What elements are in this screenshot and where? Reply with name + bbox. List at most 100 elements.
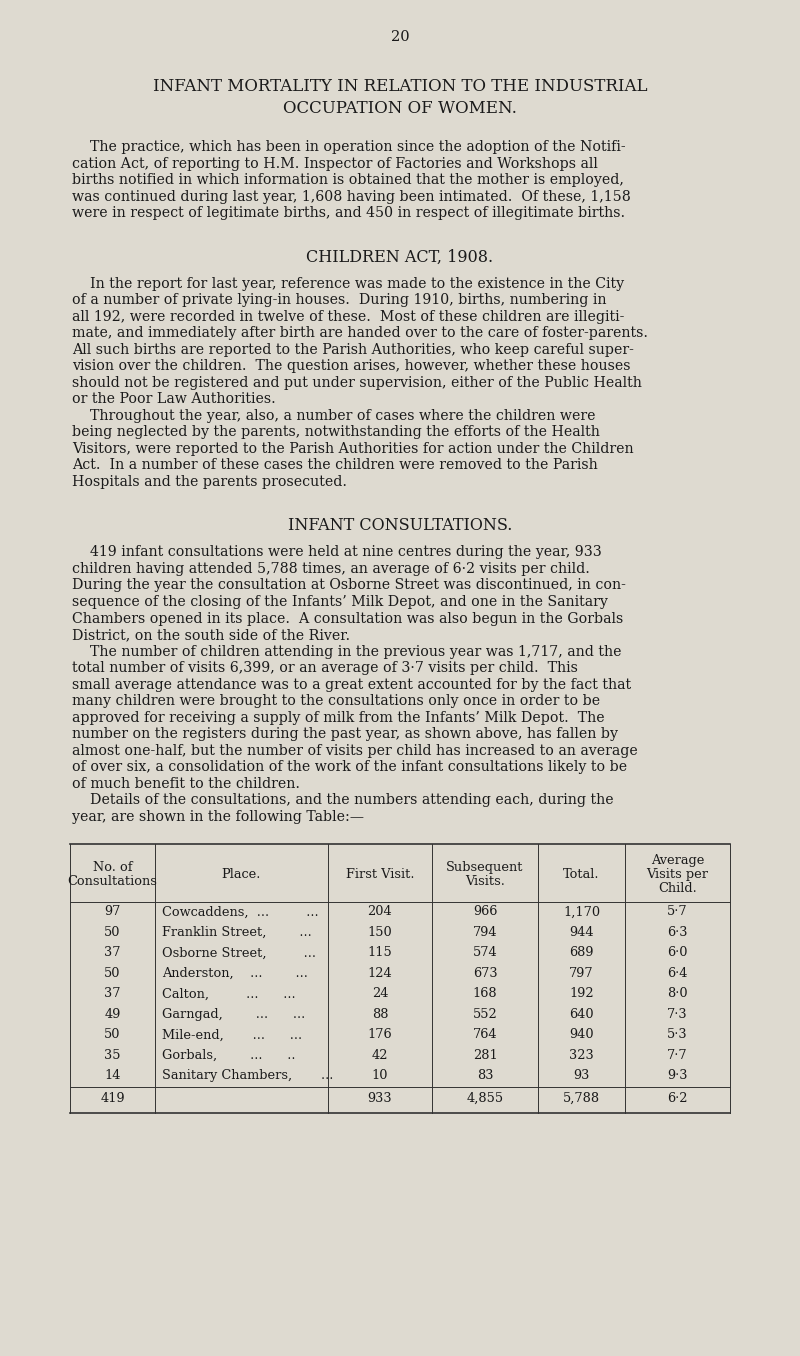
Text: Average: Average xyxy=(651,854,704,868)
Text: OCCUPATION OF WOMEN.: OCCUPATION OF WOMEN. xyxy=(283,100,517,117)
Text: Visits.: Visits. xyxy=(465,876,505,888)
Text: 1,170: 1,170 xyxy=(563,906,600,918)
Text: Mile-end,       ...      ...: Mile-end, ... ... xyxy=(162,1028,302,1041)
Text: of a number of private lying-in houses.  During 1910, births, numbering in: of a number of private lying-in houses. … xyxy=(72,293,606,308)
Text: or the Poor Law Authorities.: or the Poor Law Authorities. xyxy=(72,392,276,407)
Text: 24: 24 xyxy=(372,987,388,1001)
Text: 50: 50 xyxy=(104,926,121,938)
Text: 552: 552 xyxy=(473,1008,498,1021)
Text: year, are shown in the following Table:—: year, are shown in the following Table:— xyxy=(72,810,364,824)
Text: all 192, were recorded in twelve of these.  Most of these children are illegiti-: all 192, were recorded in twelve of thes… xyxy=(72,309,624,324)
Text: of much benefit to the children.: of much benefit to the children. xyxy=(72,777,300,791)
Text: 940: 940 xyxy=(569,1028,594,1041)
Text: No. of: No. of xyxy=(93,861,132,875)
Text: 323: 323 xyxy=(569,1048,594,1062)
Text: Act.  In a number of these cases the children were removed to the Parish: Act. In a number of these cases the chil… xyxy=(72,458,598,472)
Text: 50: 50 xyxy=(104,967,121,980)
Text: 794: 794 xyxy=(473,926,498,938)
Text: 192: 192 xyxy=(569,987,594,1001)
Text: 944: 944 xyxy=(569,926,594,938)
Text: vision over the children.  The question arises, however, whether these houses: vision over the children. The question a… xyxy=(72,359,630,373)
Text: 37: 37 xyxy=(104,987,121,1001)
Text: 419: 419 xyxy=(100,1092,125,1105)
Text: 673: 673 xyxy=(473,967,498,980)
Text: children having attended 5,788 times, an average of 6·2 visits per child.: children having attended 5,788 times, an… xyxy=(72,561,590,576)
Text: 168: 168 xyxy=(473,987,498,1001)
Text: Visits per: Visits per xyxy=(646,868,709,881)
Text: 97: 97 xyxy=(104,906,121,918)
Text: cation Act, of reporting to H.M. Inspector of Factories and Workshops all: cation Act, of reporting to H.M. Inspect… xyxy=(72,156,598,171)
Text: Cowcaddens,  ...         ...: Cowcaddens, ... ... xyxy=(162,906,318,918)
Text: In the report for last year, reference was made to the existence in the City: In the report for last year, reference w… xyxy=(72,277,624,290)
Text: CHILDREN ACT, 1908.: CHILDREN ACT, 1908. xyxy=(306,248,494,266)
Text: 14: 14 xyxy=(104,1070,121,1082)
Text: 9·3: 9·3 xyxy=(667,1070,688,1082)
Text: Osborne Street,         ...: Osborne Street, ... xyxy=(162,946,316,959)
Text: Gorbals,        ...      ..: Gorbals, ... .. xyxy=(162,1048,295,1062)
Text: Franklin Street,        ...: Franklin Street, ... xyxy=(162,926,312,938)
Text: 37: 37 xyxy=(104,946,121,959)
Text: Calton,         ...      ...: Calton, ... ... xyxy=(162,987,296,1001)
Text: 93: 93 xyxy=(574,1070,590,1082)
Text: Chambers opened in its place.  A consultation was also begun in the Gorbals: Chambers opened in its place. A consulta… xyxy=(72,612,623,625)
Text: INFANT CONSULTATIONS.: INFANT CONSULTATIONS. xyxy=(288,518,512,534)
Text: being neglected by the parents, notwithstanding the efforts of the Health: being neglected by the parents, notwiths… xyxy=(72,426,600,439)
Text: Subsequent: Subsequent xyxy=(446,861,524,875)
Text: Visitors, were reported to the Parish Authorities for action under the Children: Visitors, were reported to the Parish Au… xyxy=(72,442,634,456)
Text: 124: 124 xyxy=(368,967,392,980)
Text: All such births are reported to the Parish Authorities, who keep careful super-: All such births are reported to the Pari… xyxy=(72,343,634,357)
Text: small average attendance was to a great extent accounted for by the fact that: small average attendance was to a great … xyxy=(72,678,631,692)
Text: 6·2: 6·2 xyxy=(667,1092,688,1105)
Text: 764: 764 xyxy=(473,1028,498,1041)
Text: were in respect of legitimate births, and 450 in respect of illegitimate births.: were in respect of legitimate births, an… xyxy=(72,206,625,220)
Text: total number of visits 6,399, or an average of 3·7 visits per child.  This: total number of visits 6,399, or an aver… xyxy=(72,662,578,675)
Text: 49: 49 xyxy=(104,1008,121,1021)
Text: 83: 83 xyxy=(477,1070,494,1082)
Text: 6·3: 6·3 xyxy=(667,926,688,938)
Text: 6·0: 6·0 xyxy=(667,946,688,959)
Text: 204: 204 xyxy=(368,906,392,918)
Text: Hospitals and the parents prosecuted.: Hospitals and the parents prosecuted. xyxy=(72,475,347,490)
Text: 5·3: 5·3 xyxy=(667,1028,688,1041)
Text: 797: 797 xyxy=(569,967,594,980)
Text: INFANT MORTALITY IN RELATION TO THE INDUSTRIAL: INFANT MORTALITY IN RELATION TO THE INDU… xyxy=(153,79,647,95)
Text: During the year the consultation at Osborne Street was discontinued, in con-: During the year the consultation at Osbo… xyxy=(72,579,626,593)
Text: births notified in which information is obtained that the mother is employed,: births notified in which information is … xyxy=(72,174,624,187)
Text: sequence of the closing of the Infants’ Milk Depot, and one in the Sanitary: sequence of the closing of the Infants’ … xyxy=(72,595,608,609)
Text: 6·4: 6·4 xyxy=(667,967,688,980)
Text: 88: 88 xyxy=(372,1008,388,1021)
Text: 10: 10 xyxy=(372,1070,388,1082)
Text: 20: 20 xyxy=(390,30,410,43)
Text: The number of children attending in the previous year was 1,717, and the: The number of children attending in the … xyxy=(72,644,622,659)
Text: many children were brought to the consultations only once in order to be: many children were brought to the consul… xyxy=(72,694,600,708)
Text: 281: 281 xyxy=(473,1048,498,1062)
Text: 8·0: 8·0 xyxy=(667,987,688,1001)
Text: Details of the consultations, and the numbers attending each, during the: Details of the consultations, and the nu… xyxy=(72,793,614,807)
Text: Place.: Place. xyxy=(222,868,261,881)
Text: 50: 50 xyxy=(104,1028,121,1041)
Text: 574: 574 xyxy=(473,946,498,959)
Text: Throughout the year, also, a number of cases where the children were: Throughout the year, also, a number of c… xyxy=(72,408,595,423)
Text: 4,855: 4,855 xyxy=(466,1092,503,1105)
Text: was continued during last year, 1,608 having been intimated.  Of these, 1,158: was continued during last year, 1,608 ha… xyxy=(72,190,630,203)
Text: of over six, a consolidation of the work of the infant consultations likely to b: of over six, a consolidation of the work… xyxy=(72,761,627,774)
Text: 5,788: 5,788 xyxy=(563,1092,600,1105)
Text: Child.: Child. xyxy=(658,883,697,895)
Text: 966: 966 xyxy=(473,906,497,918)
Text: 115: 115 xyxy=(368,946,392,959)
Text: 5·7: 5·7 xyxy=(667,906,688,918)
Text: mate, and immediately after birth are handed over to the care of foster-parents.: mate, and immediately after birth are ha… xyxy=(72,327,648,340)
Text: should not be registered and put under supervision, either of the Public Health: should not be registered and put under s… xyxy=(72,376,642,389)
Text: 35: 35 xyxy=(104,1048,121,1062)
Text: approved for receiving a supply of milk from the Infants’ Milk Depot.  The: approved for receiving a supply of milk … xyxy=(72,711,605,724)
Text: District, on the south side of the River.: District, on the south side of the River… xyxy=(72,628,350,641)
Text: Total.: Total. xyxy=(563,868,600,881)
Text: 7·3: 7·3 xyxy=(667,1008,688,1021)
Text: number on the registers during the past year, as shown above, has fallen by: number on the registers during the past … xyxy=(72,727,618,742)
Text: Garngad,        ...      ...: Garngad, ... ... xyxy=(162,1008,306,1021)
Text: 689: 689 xyxy=(570,946,594,959)
Text: Anderston,    ...        ...: Anderston, ... ... xyxy=(162,967,308,980)
Text: almost one-half, but the number of visits per child has increased to an average: almost one-half, but the number of visit… xyxy=(72,743,638,758)
Text: The practice, which has been in operation since the adoption of the Notifi-: The practice, which has been in operatio… xyxy=(72,140,626,155)
Text: 150: 150 xyxy=(368,926,392,938)
